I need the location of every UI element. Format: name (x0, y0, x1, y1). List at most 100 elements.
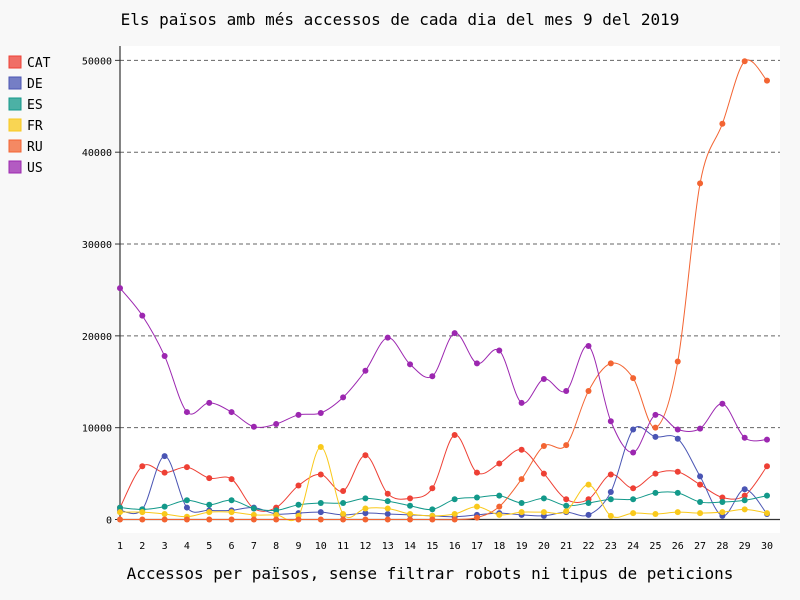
data-point-ru[interactable] (496, 503, 503, 510)
data-point-fr[interactable] (540, 509, 547, 516)
data-point-us[interactable] (206, 399, 213, 406)
data-point-es[interactable] (250, 505, 257, 512)
legend-item-us[interactable]: US (8, 160, 43, 176)
data-point-us[interactable] (607, 418, 614, 425)
data-point-es[interactable] (273, 507, 280, 514)
data-point-cat[interactable] (407, 495, 414, 502)
data-point-fr[interactable] (741, 506, 748, 513)
data-point-us[interactable] (518, 399, 525, 406)
data-point-cat[interactable] (362, 452, 369, 459)
data-point-us[interactable] (295, 411, 302, 418)
data-point-fr[interactable] (206, 509, 213, 516)
data-point-de[interactable] (630, 426, 637, 433)
data-point-ru[interactable] (540, 443, 547, 450)
data-point-fr[interactable] (340, 510, 347, 517)
data-point-es[interactable] (429, 506, 436, 513)
legend-item-fr[interactable]: FR (8, 118, 43, 134)
data-point-es[interactable] (295, 501, 302, 508)
data-point-fr[interactable] (473, 503, 480, 510)
data-point-fr[interactable] (384, 505, 391, 512)
data-point-fr[interactable] (117, 509, 123, 516)
data-point-de[interactable] (607, 488, 614, 495)
data-point-ru[interactable] (674, 358, 681, 365)
data-point-es[interactable] (407, 502, 414, 509)
data-point-fr[interactable] (407, 510, 414, 517)
data-point-fr[interactable] (161, 510, 168, 517)
data-point-ru[interactable] (451, 516, 458, 523)
data-point-ru[interactable] (585, 387, 592, 394)
data-point-cat[interactable] (697, 481, 704, 488)
data-point-cat[interactable] (607, 471, 614, 478)
data-point-es[interactable] (451, 496, 458, 503)
data-point-es[interactable] (496, 492, 503, 499)
data-point-fr[interactable] (228, 509, 235, 516)
data-point-fr[interactable] (719, 509, 726, 516)
data-point-es[interactable] (741, 497, 748, 504)
data-point-ru[interactable] (250, 516, 257, 523)
data-point-us[interactable] (585, 342, 592, 349)
data-point-ru[interactable] (206, 516, 213, 523)
data-point-de[interactable] (384, 510, 391, 517)
data-point-ru[interactable] (384, 516, 391, 523)
data-point-es[interactable] (228, 497, 235, 504)
data-point-us[interactable] (540, 376, 547, 383)
data-point-fr[interactable] (273, 511, 280, 518)
data-point-ru[interactable] (295, 516, 302, 523)
data-point-cat[interactable] (630, 485, 637, 492)
data-point-ru[interactable] (161, 516, 168, 523)
data-point-ru[interactable] (607, 360, 614, 367)
legend-item-es[interactable]: ES (8, 97, 43, 113)
data-point-de[interactable] (317, 509, 324, 516)
data-point-es[interactable] (117, 504, 123, 511)
data-point-cat[interactable] (429, 485, 436, 492)
data-point-es[interactable] (674, 489, 681, 496)
data-point-us[interactable] (764, 436, 770, 443)
data-point-us[interactable] (429, 373, 436, 380)
data-point-de[interactable] (161, 453, 168, 460)
data-point-fr[interactable] (585, 481, 592, 488)
data-point-cat[interactable] (719, 494, 726, 501)
data-point-cat[interactable] (384, 490, 391, 497)
data-point-ru[interactable] (429, 516, 436, 523)
data-point-fr[interactable] (630, 510, 637, 517)
data-point-us[interactable] (630, 449, 637, 456)
data-point-ru[interactable] (340, 516, 347, 523)
data-point-fr[interactable] (764, 510, 770, 517)
data-point-ru[interactable] (117, 516, 123, 523)
data-point-ru[interactable] (764, 77, 770, 84)
data-point-fr[interactable] (139, 509, 146, 516)
data-point-us[interactable] (117, 285, 123, 292)
data-point-es[interactable] (540, 495, 547, 502)
legend[interactable]: CAT DE ES FR RU US (8, 55, 51, 176)
data-point-fr[interactable] (518, 509, 525, 516)
data-point-cat[interactable] (652, 470, 659, 477)
data-point-cat[interactable] (473, 469, 480, 476)
data-point-ru[interactable] (719, 120, 726, 127)
data-point-fr[interactable] (496, 511, 503, 518)
data-point-us[interactable] (674, 426, 681, 433)
data-point-ru[interactable] (407, 516, 414, 523)
data-point-ru[interactable] (563, 442, 570, 449)
data-point-fr[interactable] (362, 505, 369, 512)
data-point-fr[interactable] (451, 510, 458, 517)
data-point-us[interactable] (451, 330, 458, 337)
data-point-es[interactable] (384, 498, 391, 505)
data-point-es[interactable] (607, 496, 614, 503)
data-point-de[interactable] (652, 433, 659, 440)
data-point-cat[interactable] (228, 476, 235, 483)
data-point-de[interactable] (674, 435, 681, 442)
data-point-es[interactable] (183, 497, 190, 504)
data-point-ru[interactable] (228, 516, 235, 523)
data-point-es[interactable] (362, 495, 369, 502)
data-point-es[interactable] (317, 499, 324, 506)
data-point-us[interactable] (719, 400, 726, 407)
data-point-cat[interactable] (741, 492, 748, 499)
data-point-us[interactable] (340, 394, 347, 401)
data-point-de[interactable] (697, 473, 704, 480)
legend-item-de[interactable]: DE (8, 76, 43, 92)
data-point-ru[interactable] (652, 424, 659, 431)
data-point-us[interactable] (139, 312, 146, 319)
legend-item-ru[interactable]: RU (8, 139, 43, 155)
data-point-cat[interactable] (518, 446, 525, 453)
data-point-us[interactable] (496, 347, 503, 354)
